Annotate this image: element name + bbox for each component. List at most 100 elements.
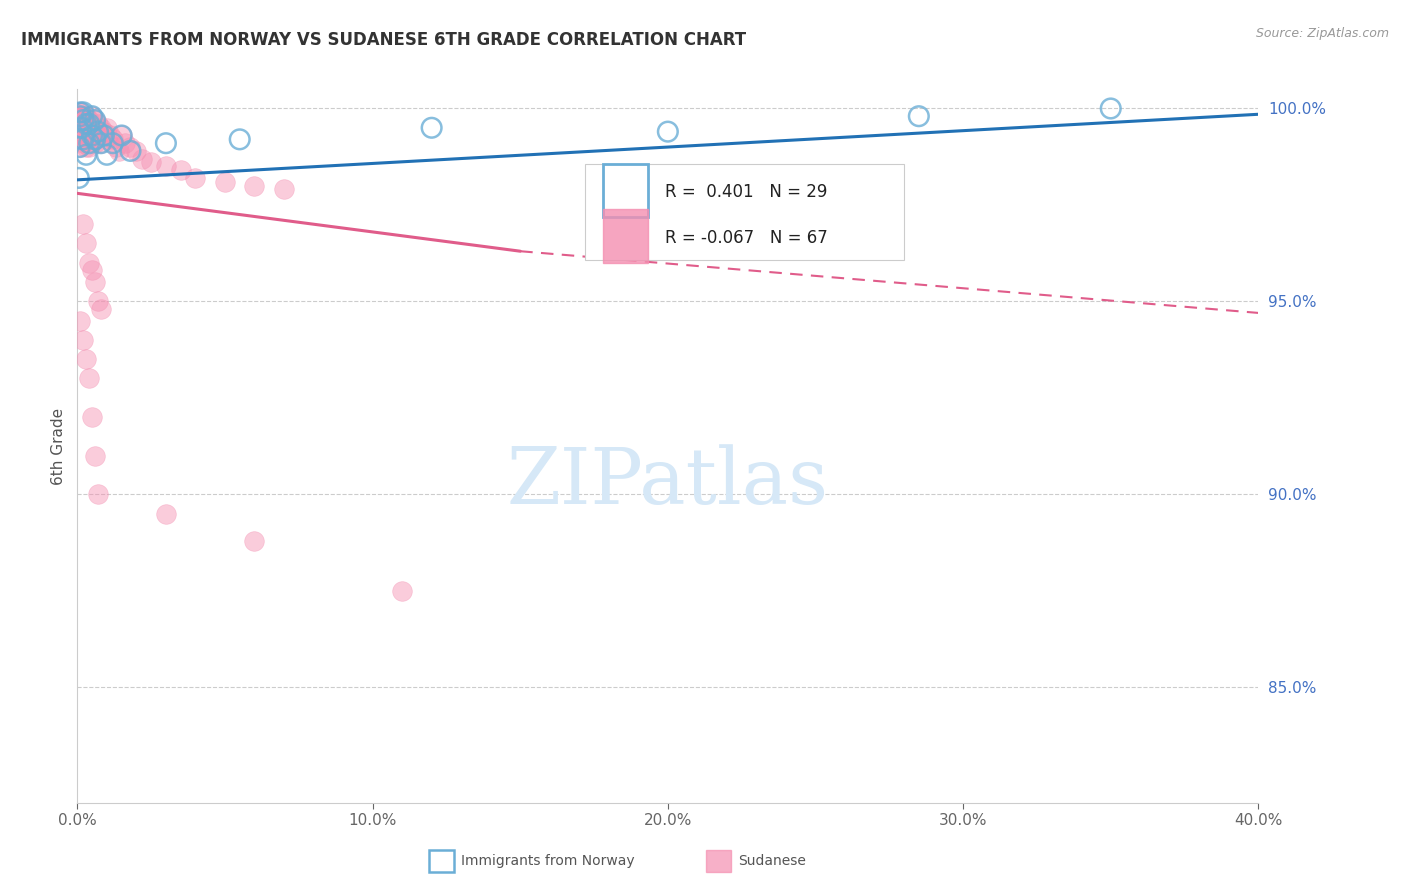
- Point: [114, 136, 136, 151]
- Point: [84, 275, 107, 289]
- Bar: [603, 164, 648, 218]
- Point: [120, 144, 142, 158]
- Point: [87, 128, 110, 143]
- Point: [72, 217, 94, 231]
- Point: [77, 256, 100, 270]
- Point: [72, 117, 94, 131]
- Point: [67, 170, 90, 185]
- Point: [77, 120, 100, 135]
- Point: [87, 294, 110, 309]
- Point: [77, 128, 100, 143]
- Y-axis label: 6th Grade: 6th Grade: [51, 408, 66, 484]
- Text: ZIPatlas: ZIPatlas: [506, 444, 830, 519]
- Point: [90, 301, 112, 316]
- Point: [70, 120, 93, 135]
- Text: Immigrants from Norway: Immigrants from Norway: [461, 854, 634, 868]
- Point: [69, 120, 91, 135]
- Point: [107, 144, 129, 158]
- Point: [391, 583, 413, 598]
- Point: [75, 236, 97, 251]
- Text: IMMIGRANTS FROM NORWAY VS SUDANESE 6TH GRADE CORRELATION CHART: IMMIGRANTS FROM NORWAY VS SUDANESE 6TH G…: [21, 31, 747, 49]
- Point: [229, 132, 252, 146]
- Point: [82, 132, 104, 146]
- Point: [93, 128, 115, 143]
- Point: [96, 120, 118, 135]
- Point: [87, 125, 110, 139]
- Point: [77, 117, 100, 131]
- Point: [131, 152, 153, 166]
- Point: [69, 105, 91, 120]
- Point: [77, 136, 100, 151]
- Point: [90, 120, 112, 135]
- Point: [155, 136, 177, 151]
- Point: [84, 113, 107, 128]
- Point: [82, 263, 104, 277]
- Point: [141, 155, 163, 169]
- Point: [908, 109, 931, 123]
- Point: [84, 113, 107, 128]
- Point: [75, 117, 97, 131]
- Point: [155, 507, 177, 521]
- Point: [93, 125, 115, 139]
- Point: [72, 109, 94, 123]
- Point: [72, 333, 94, 347]
- Point: [96, 132, 118, 146]
- Point: [84, 125, 107, 139]
- Point: [75, 109, 97, 123]
- Point: [69, 105, 91, 120]
- Point: [67, 109, 90, 123]
- Text: Source: ZipAtlas.com: Source: ZipAtlas.com: [1256, 27, 1389, 40]
- Point: [72, 132, 94, 146]
- Point: [67, 113, 90, 128]
- Point: [420, 120, 443, 135]
- Point: [90, 136, 112, 151]
- Point: [82, 128, 104, 143]
- Point: [111, 128, 132, 143]
- Point: [98, 128, 121, 143]
- Point: [84, 136, 107, 151]
- Point: [75, 148, 97, 162]
- Point: [70, 109, 93, 123]
- Point: [104, 140, 127, 154]
- Point: [96, 148, 118, 162]
- Point: [67, 105, 90, 120]
- Point: [155, 159, 177, 173]
- Point: [69, 313, 91, 327]
- Point: [72, 105, 94, 120]
- Point: [120, 140, 142, 154]
- Point: [75, 128, 97, 143]
- Point: [101, 132, 124, 146]
- Point: [69, 128, 91, 143]
- Point: [75, 117, 97, 131]
- Point: [72, 125, 94, 139]
- Point: [77, 113, 100, 128]
- Point: [82, 410, 104, 425]
- Text: R = -0.067   N = 67: R = -0.067 N = 67: [665, 228, 828, 246]
- Point: [87, 487, 110, 501]
- Bar: [603, 209, 648, 262]
- Point: [72, 136, 94, 151]
- Point: [84, 132, 107, 146]
- Point: [101, 136, 124, 151]
- Text: R =  0.401   N = 29: R = 0.401 N = 29: [665, 184, 828, 202]
- Point: [184, 170, 207, 185]
- Point: [69, 113, 91, 128]
- Point: [170, 163, 193, 178]
- Point: [69, 109, 91, 123]
- Point: [69, 140, 91, 154]
- Point: [243, 178, 266, 193]
- Point: [90, 136, 112, 151]
- Point: [273, 182, 295, 196]
- Point: [75, 352, 97, 367]
- Point: [77, 371, 100, 385]
- Text: Sudanese: Sudanese: [738, 854, 806, 868]
- Point: [72, 113, 94, 128]
- FancyBboxPatch shape: [585, 164, 904, 260]
- Point: [243, 533, 266, 548]
- Point: [82, 109, 104, 123]
- Point: [82, 109, 104, 123]
- Point: [214, 175, 236, 189]
- Point: [657, 125, 679, 139]
- Point: [125, 144, 148, 158]
- Point: [1099, 102, 1122, 116]
